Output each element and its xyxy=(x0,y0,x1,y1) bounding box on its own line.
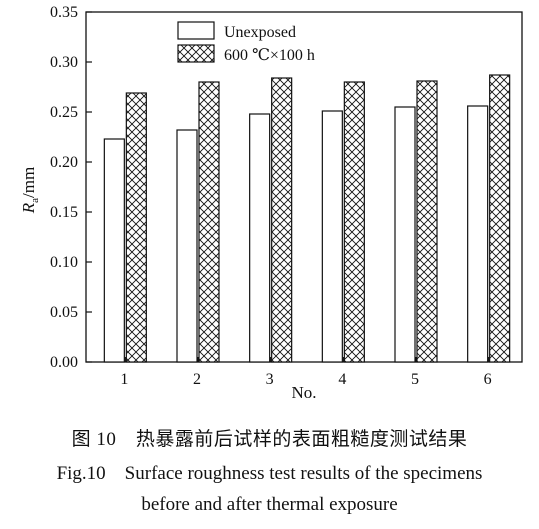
x-axis-title: No. xyxy=(291,383,316,402)
bar-exposed xyxy=(343,81,365,363)
y-axis-title-sub: a xyxy=(29,198,41,203)
axes xyxy=(85,11,523,363)
bar-unexposed xyxy=(176,129,198,363)
y-axis-title: Ra/mm xyxy=(19,167,41,214)
y-tick-label: 0.20 xyxy=(50,154,78,171)
y-tick-label: 0.15 xyxy=(50,204,78,221)
bar-unexposed xyxy=(394,106,416,363)
bar-unexposed xyxy=(321,110,343,363)
plot-frame xyxy=(85,11,523,363)
bar-unexposed xyxy=(249,113,271,363)
x-axis-ticks: 1 2 3 4 5 6 xyxy=(120,357,492,388)
y-tick-label: 0.25 xyxy=(50,104,78,121)
figure-caption-chinese: 图 10 热暴露前后试样的表面粗糙度测试结果 xyxy=(71,429,468,450)
x-tick-label: 5 xyxy=(411,371,419,388)
figure-caption-english-line2: before and after thermal exposure xyxy=(141,494,398,515)
y-tick-label: 0.30 xyxy=(50,54,78,71)
y-axis-title-unit: /mm xyxy=(19,167,38,198)
bar-exposed xyxy=(416,80,438,363)
y-tick-label: 0.10 xyxy=(50,254,78,271)
y-tick-label: 0.05 xyxy=(50,304,78,321)
x-tick-label: 2 xyxy=(193,371,201,388)
legend-swatch-exposed xyxy=(177,44,215,63)
legend-swatch-unexposed xyxy=(177,21,215,40)
bar-exposed xyxy=(271,77,293,363)
y-tick-label: 0.35 xyxy=(50,4,78,21)
y-axis-ticks: 0.00 0.05 0.10 0.15 0.20 0.25 0.30 0.35 xyxy=(50,4,92,371)
y-axis-title-main: R xyxy=(19,202,38,214)
figure-caption-english-line1: Fig.10 Surface roughness test results of… xyxy=(56,463,483,484)
bars xyxy=(103,74,511,363)
bar-unexposed xyxy=(103,138,125,363)
x-tick-label: 4 xyxy=(338,371,346,388)
y-tick-label: 0.00 xyxy=(50,354,78,371)
bar-unexposed xyxy=(467,105,489,363)
legend-label-unexposed: Unexposed xyxy=(224,24,296,41)
x-tick-label: 1 xyxy=(120,371,128,388)
x-tick-label: 3 xyxy=(266,371,274,388)
bar-exposed xyxy=(125,92,147,363)
x-tick-label: 6 xyxy=(484,371,492,388)
bar-exposed xyxy=(489,74,511,363)
legend: Unexposed 600 ℃×100 h xyxy=(177,21,315,64)
bar-exposed xyxy=(198,81,220,363)
legend-label-exposed: 600 ℃×100 h xyxy=(224,47,315,64)
